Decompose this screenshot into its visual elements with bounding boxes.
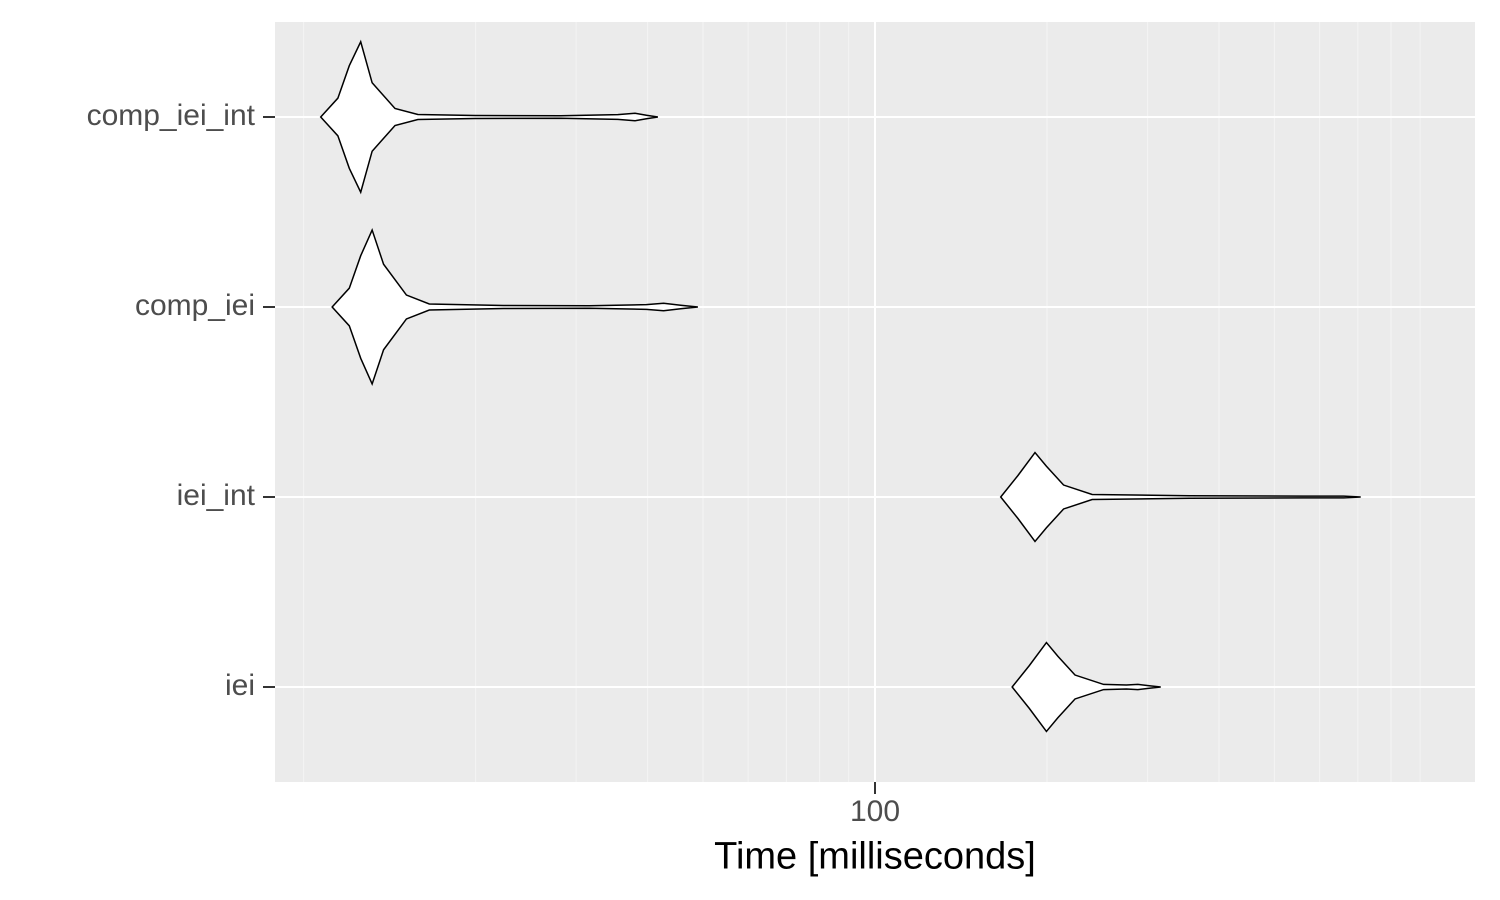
x-tick-label: 100 bbox=[850, 795, 900, 828]
y-tick-label: iei_int bbox=[177, 479, 256, 512]
y-tick-label: iei bbox=[225, 669, 255, 702]
x-axis-title: Time [milliseconds] bbox=[714, 835, 1036, 877]
y-tick-label: comp_iei_int bbox=[87, 99, 256, 132]
violin-chart: iei iei_int comp_iei comp_iei_int 100 Time [m… bbox=[0, 0, 1500, 900]
y-tick-label: comp_iei bbox=[135, 289, 255, 322]
chart-svg: iei iei_int comp_iei comp_iei_int 100 Time [m… bbox=[0, 0, 1500, 900]
